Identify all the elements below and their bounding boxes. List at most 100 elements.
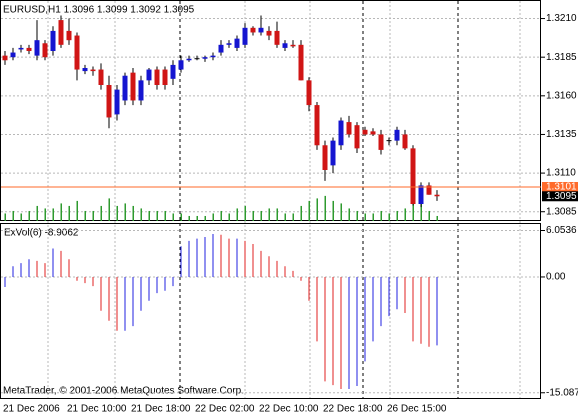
volume-bar — [396, 210, 398, 221]
candle-body — [170, 64, 176, 79]
candle-body — [306, 80, 312, 106]
volume-bar — [164, 210, 166, 221]
candle-body — [210, 55, 216, 58]
volume-bar — [284, 213, 286, 221]
candle-body — [234, 38, 240, 48]
chart-title: EURUSD,H1 1.3096 1.3099 1.3092 1.3095 — [3, 5, 195, 16]
bid-label-box — [542, 191, 578, 202]
volume-bar — [324, 195, 326, 221]
volume-bar — [308, 200, 310, 221]
candle-body — [378, 134, 384, 150]
volume-bar — [380, 210, 382, 221]
candle-body — [10, 52, 16, 58]
volume-bar — [436, 215, 438, 221]
volume-bar — [28, 210, 30, 221]
x-tick-label: 21 Dec 10:00 — [67, 404, 127, 415]
candle-body — [162, 69, 168, 85]
candle-body — [266, 30, 272, 36]
volume-bar — [140, 208, 142, 221]
candle-body — [114, 89, 120, 115]
volume-bar — [228, 213, 230, 221]
volume-bar — [180, 213, 182, 221]
candle-body — [218, 44, 224, 53]
candle-body — [298, 44, 304, 81]
volume-bar — [244, 205, 246, 221]
volume-bar — [60, 203, 62, 221]
x-tick-label: 21 Dec 18:00 — [131, 404, 191, 415]
y-tick-label: 1.3160 — [546, 90, 577, 101]
candle-body — [258, 27, 264, 33]
volume-bar — [236, 208, 238, 221]
volume-bar — [300, 205, 302, 221]
y-tick-label: 0.00 — [546, 272, 566, 283]
y-tick-label: 6.0536 — [546, 225, 577, 236]
x-tick-label: 21 Dec 2006 — [3, 404, 60, 415]
volume-bar — [220, 210, 222, 221]
volume-bar — [316, 198, 318, 221]
x-tick-label: 22 Dec 10:00 — [259, 404, 319, 415]
volume-bar — [44, 208, 46, 221]
candle-body — [66, 30, 72, 41]
candle-body — [138, 80, 144, 101]
candle-body — [202, 57, 208, 59]
volume-bar — [388, 213, 390, 221]
volume-bar — [116, 205, 118, 221]
volume-bar — [356, 210, 358, 221]
bid-label: 1.3095 — [546, 191, 577, 202]
volume-bar — [124, 203, 126, 221]
volume-bar — [404, 208, 406, 221]
candle-body — [74, 35, 80, 70]
candle-body — [346, 122, 352, 135]
volume-bar — [252, 210, 254, 221]
candle-body — [426, 185, 432, 195]
candle-body — [250, 27, 256, 33]
volume-bar — [132, 205, 134, 221]
candle-body — [338, 120, 344, 146]
volume-bar — [156, 210, 158, 221]
x-tick-label: 22 Dec 18:00 — [323, 404, 383, 415]
volume-bar — [348, 208, 350, 221]
candle-body — [154, 69, 160, 85]
candle-body — [58, 20, 64, 45]
volume-bar — [20, 213, 22, 221]
candle-body — [106, 85, 112, 118]
candle-body — [18, 47, 24, 50]
candle-body — [274, 30, 280, 45]
candle-body — [322, 145, 328, 170]
ask-label-box — [542, 182, 578, 192]
candle-body — [434, 194, 440, 197]
volume-bar — [420, 200, 422, 221]
volume-bar — [428, 210, 430, 221]
volume-bar — [364, 213, 366, 221]
volume-bar — [100, 205, 102, 221]
volume-bar — [196, 215, 198, 221]
candle-body — [370, 131, 376, 135]
y-tick-label: 1.3185 — [546, 52, 577, 63]
candle-body — [130, 72, 136, 101]
ask-label: 1.3101 — [546, 182, 577, 193]
y-tick-label: 1.3110 — [546, 168, 576, 179]
volume-bar — [340, 203, 342, 221]
volume-bar — [92, 210, 94, 221]
candle-body — [314, 105, 320, 146]
candle-body — [394, 129, 400, 141]
candle-body — [242, 27, 248, 45]
candle-body — [90, 69, 96, 72]
volume-bar — [188, 215, 190, 221]
volume-bar — [276, 208, 278, 221]
candle-body — [178, 60, 184, 70]
volume-bar — [212, 213, 214, 221]
volume-bar — [52, 208, 54, 221]
candle-body — [402, 134, 408, 149]
candle-body — [122, 75, 128, 101]
y-tick-label: -15.0879 — [546, 387, 578, 398]
volume-bar — [12, 210, 14, 221]
y-tick-label: 1.3135 — [546, 129, 577, 140]
volume-bar — [36, 205, 38, 221]
x-tick-label: 22 Dec 02:00 — [195, 404, 255, 415]
x-tick-label: 26 Dec 15:00 — [387, 404, 447, 415]
volume-bar — [332, 200, 334, 221]
volume-bar — [292, 213, 294, 221]
